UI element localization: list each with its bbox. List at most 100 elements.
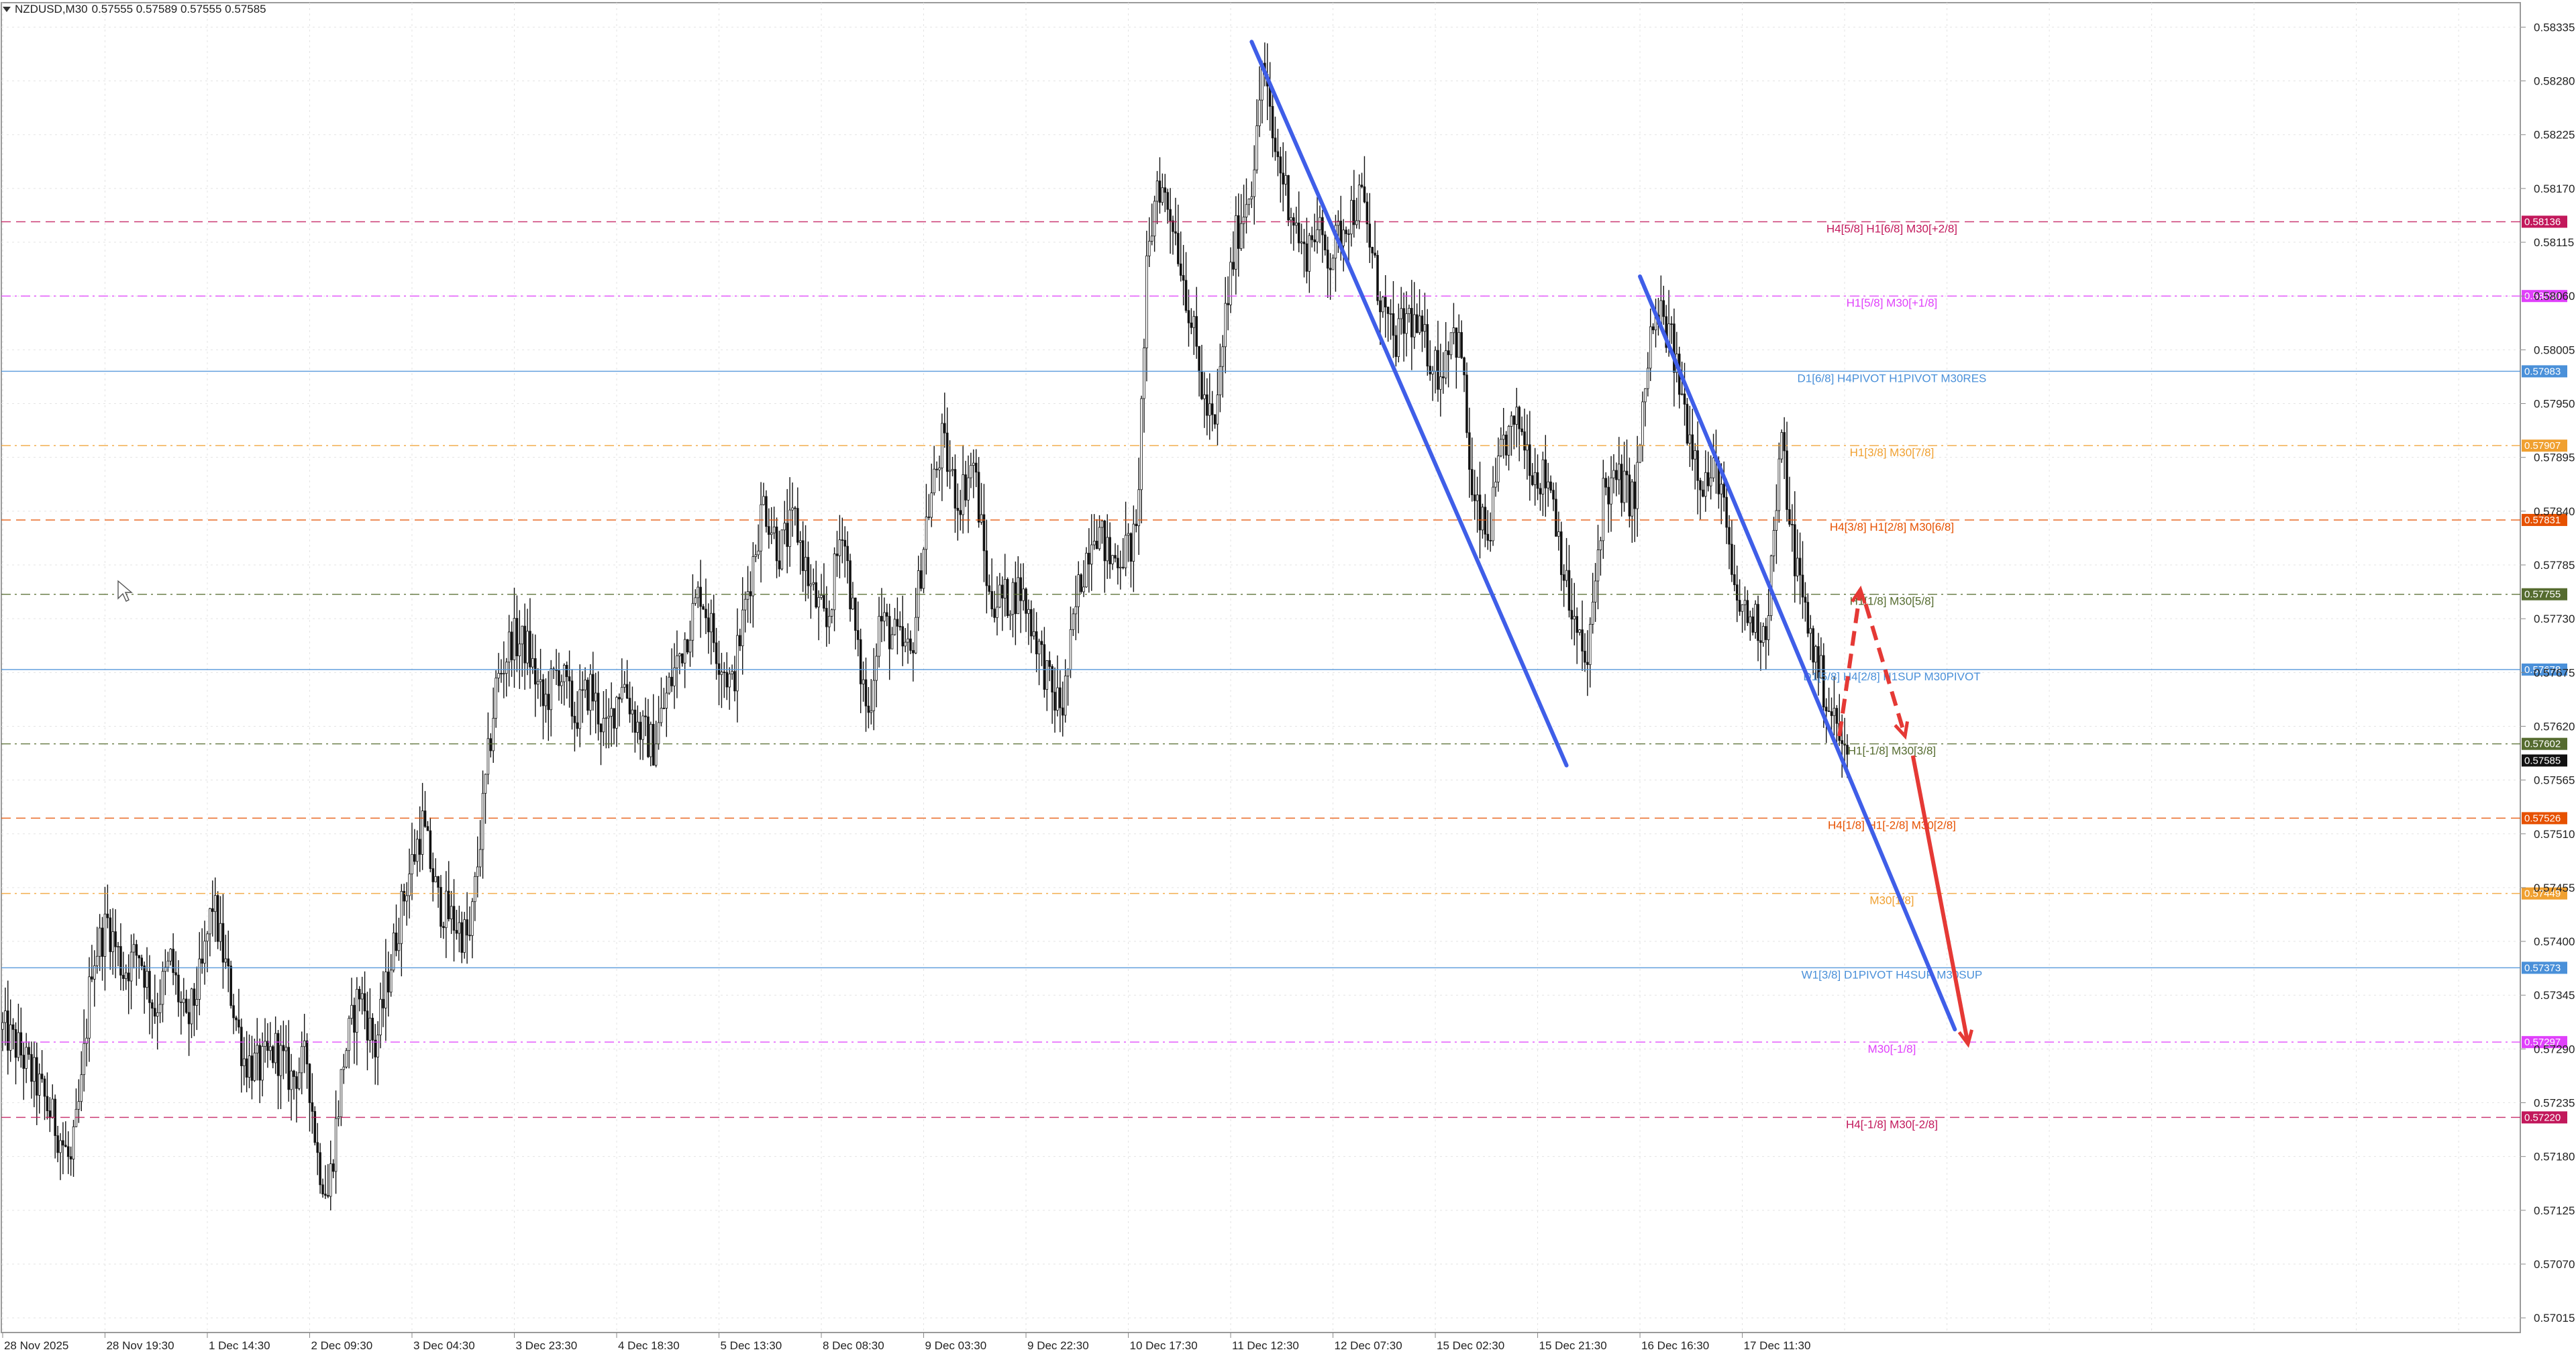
level-label: H4[3/8] H1[2/8] M30[6/8] [1830, 521, 1954, 533]
x-tick-label: 10 Dec 17:30 [1130, 1339, 1198, 1352]
candle-body [870, 710, 873, 713]
candle-body [429, 830, 432, 869]
candle-body [1788, 509, 1791, 525]
candle-body [812, 582, 815, 585]
candle-body [250, 1055, 254, 1081]
candle-body [216, 895, 219, 942]
forecast-arrow [1863, 603, 1907, 737]
candle-body [956, 508, 960, 511]
candle-body [1591, 601, 1594, 625]
candle-body [668, 676, 670, 694]
candle-body [568, 676, 571, 682]
candle-body [1622, 470, 1626, 503]
candle-body [615, 696, 618, 729]
candle-body [731, 671, 733, 674]
level-price-tag [2522, 812, 2567, 825]
candle-body [804, 557, 807, 572]
candle-body [1502, 434, 1505, 440]
candle-body [1247, 199, 1251, 205]
candle-body [1106, 537, 1109, 562]
candle-body [1841, 740, 1843, 744]
symbol-label: NZDUSD,M30 [15, 3, 88, 15]
candle-body [1824, 707, 1828, 712]
candle-body [610, 708, 613, 717]
candle-body [1533, 472, 1537, 485]
level-label: H1[-1/8] M30[3/8] [1848, 745, 1936, 758]
candle-body [823, 594, 825, 609]
candle-body [531, 658, 534, 668]
x-tick-label: 4 Dec 18:30 [618, 1339, 680, 1352]
candle-body [1221, 346, 1225, 367]
candle-body [526, 631, 529, 664]
candle-body [880, 616, 883, 622]
last-price-tag [2522, 754, 2567, 767]
candle-body [788, 509, 791, 547]
x-tick-label: 1 Dec 14:30 [209, 1339, 270, 1352]
candle-body [998, 584, 1001, 608]
candle-body [305, 1040, 309, 1065]
candle-body [389, 970, 393, 993]
candle-body [660, 707, 663, 723]
candle-body [1746, 600, 1749, 623]
candle-body [1366, 201, 1369, 225]
y-tick-label: 0.57180 [2534, 1151, 2575, 1163]
candle-body [1494, 481, 1497, 488]
candle-body [1421, 315, 1424, 332]
candle-body [423, 811, 427, 827]
x-tick-label: 28 Nov 2025 [4, 1339, 68, 1352]
collapse-triangle-icon[interactable] [3, 7, 11, 12]
candle-body [875, 656, 878, 681]
candle-body [770, 532, 773, 535]
candle-body [888, 616, 891, 649]
candle-body [1523, 431, 1526, 451]
candle-body [948, 470, 951, 472]
candle-body [613, 708, 615, 729]
candle-body [1497, 456, 1500, 482]
candle-body [1515, 407, 1518, 425]
candle-body [547, 694, 550, 711]
level-label: M30[-1/8] [1868, 1043, 1916, 1055]
candle-body [460, 922, 464, 953]
candle-body [213, 895, 217, 912]
candle-body [1688, 434, 1692, 444]
candle-body [492, 718, 495, 751]
candle-body [683, 639, 686, 664]
candle-body [1544, 459, 1547, 488]
candle-body [366, 1010, 369, 1041]
candle-body [605, 717, 608, 719]
candle-body [578, 689, 582, 729]
candle-body [922, 549, 925, 589]
candle-body [915, 617, 917, 654]
candle-body [266, 1041, 269, 1051]
y-tick-label: 0.57730 [2534, 613, 2575, 625]
candle-body [177, 974, 180, 1002]
candle-body [688, 639, 692, 653]
candle-body [1735, 584, 1739, 601]
candle-body [119, 946, 122, 976]
candle-body [691, 603, 694, 641]
candle-body [158, 1004, 162, 1013]
candle-body [143, 966, 146, 988]
candle-body [1806, 602, 1810, 634]
candle-body [43, 1078, 46, 1097]
candle-body [544, 694, 548, 707]
candle-body [1449, 332, 1453, 356]
candle-body [775, 526, 778, 562]
candle-body [348, 1018, 350, 1051]
candle-body [1006, 579, 1009, 617]
candle-body [1817, 646, 1820, 678]
candle-body [1155, 180, 1159, 202]
candle-body [324, 1194, 327, 1196]
candle-body [573, 716, 576, 723]
candle-body [1245, 204, 1248, 217]
candle-body [1536, 472, 1539, 489]
level-price-tag-text: 0.57297 [2524, 1037, 2561, 1048]
y-tick-label: 0.57125 [2534, 1204, 2575, 1217]
candle-body [1035, 631, 1038, 655]
level-label: H4[5/8] H1[6/8] M30[+2/8] [1826, 222, 1957, 235]
candle-body [1109, 537, 1111, 564]
level-label: H1[1/8] M30[5/8] [1850, 595, 1935, 608]
candle-body [40, 1074, 44, 1080]
